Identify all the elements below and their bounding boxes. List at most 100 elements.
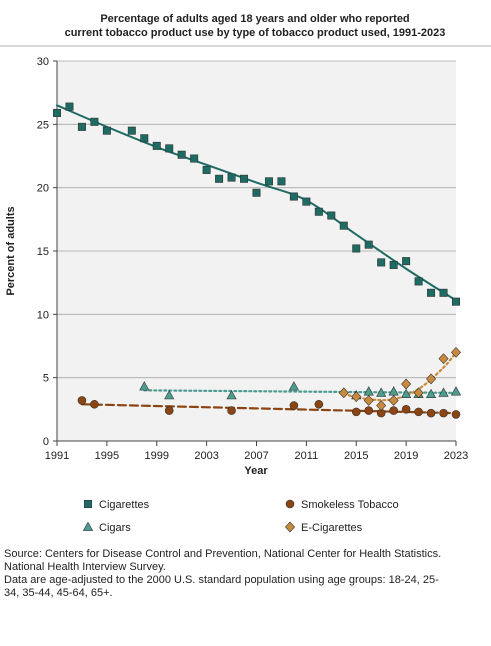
cigarettes-point-1994 (90, 117, 99, 126)
smokeless-tobacco-point-2016 (364, 406, 374, 415)
cigarettes-point-2012 (314, 207, 323, 216)
cigarettes-point-2018 (389, 260, 398, 269)
e-cigarettes-point-2019 (401, 378, 412, 390)
data-points (52, 102, 462, 419)
cigars-point-2022 (438, 387, 449, 397)
cigarettes-point-1998 (140, 134, 149, 143)
cigarettes-point-1997 (127, 126, 136, 135)
y-tick-label-20: 20 (37, 183, 49, 195)
y-tick-label-0: 0 (43, 436, 49, 448)
y-axis-title: Percent of adults (5, 206, 17, 295)
x-tick-label-2019: 2019 (394, 450, 418, 462)
cigarettes-point-2011 (302, 197, 311, 206)
cigarettes-point-2016 (364, 240, 373, 249)
x-tick-label-2007: 2007 (244, 450, 268, 462)
legend-marker-smokeless-tobacco (285, 499, 295, 509)
cigars-point-2010 (288, 381, 300, 391)
e-cigarettes-point-2021 (426, 373, 437, 385)
e-cigarettes-point-2022 (438, 353, 449, 365)
cigarettes-point-2013 (327, 211, 336, 220)
grid-lines (57, 60, 456, 379)
smokeless-tobacco-point-2010 (289, 401, 299, 410)
cigars-point-1998 (139, 381, 150, 391)
cigarettes-point-2001 (177, 150, 186, 159)
legend-marker-cigarettes (84, 499, 93, 508)
smokeless-tobacco-point-1994 (90, 399, 99, 409)
chart-title: Percentage of adults aged 18 years and o… (20, 12, 490, 40)
cigarettes-point-1992 (65, 102, 74, 111)
cigarettes-point-2004 (215, 174, 224, 183)
cigarettes-point-2021 (427, 288, 436, 297)
cigars-point-2019 (401, 388, 412, 399)
x-tick-label-1991: 1991 (45, 450, 69, 462)
legend: Cigarettes Smokeless Tobacco Cigars E-Cigar… (82, 499, 399, 534)
cigarettes-point-2009 (277, 177, 286, 186)
cigars-point-2005 (226, 389, 237, 400)
y-tick-label-25: 25 (37, 119, 49, 131)
e-cigarettes-point-2015 (351, 391, 362, 403)
e-cigarettes-point-2014 (338, 387, 349, 399)
source-note: Source: Centers for Disease Control and … (4, 548, 488, 600)
cigarettes-point-1999 (152, 141, 161, 150)
cigarettes-point-2006 (240, 174, 249, 183)
cigarettes-point-2005 (227, 173, 236, 182)
y-tick-label-10: 10 (37, 309, 49, 321)
x-tick-label-2003: 2003 (194, 450, 218, 462)
cigars-trend-line (143, 389, 458, 394)
cigarettes-point-2015 (352, 244, 361, 253)
y-tick-label-15: 15 (37, 246, 49, 258)
legend-marker-e-cigarettes (284, 521, 296, 533)
chart-title-line-2: current tobacco product use by type of t… (64, 27, 446, 39)
smokeless-tobacco-point-2012 (314, 399, 324, 409)
smokeless-tobacco-point-2023 (451, 410, 461, 419)
cigars-point-2023 (450, 386, 462, 396)
smokeless-tobacco-point-2005 (227, 406, 236, 415)
cigars-point-2000 (164, 389, 175, 400)
chart-title-line-1: Percentage of adults aged 18 years and o… (100, 13, 410, 25)
cigarettes-point-2000 (165, 144, 174, 153)
x-tick-label-2011: 2011 (295, 450, 319, 462)
x-tick-label-1999: 1999 (145, 450, 169, 462)
x-tick-label-2023: 2023 (444, 450, 468, 462)
cigarettes-point-2010 (289, 192, 298, 201)
legend-label-smokeless-tobacco: Smokeless Tobacco (301, 499, 399, 511)
x-tick-label-2015: 2015 (344, 450, 368, 462)
legend-label-cigarettes: Cigarettes (99, 499, 150, 511)
smokeless-tobacco-point-2015 (351, 407, 361, 417)
axes: 0 5 10 15 20 25 30 1991 1995 1999 2003 2007 2011 2015… (37, 56, 468, 462)
smokeless-tobacco-point-2020 (414, 407, 423, 417)
e-cigarettes-point-2023 (450, 346, 462, 358)
cigarettes-point-2008 (264, 177, 273, 186)
cigarettes-point-2014 (339, 221, 348, 230)
cigarettes-point-2022 (439, 288, 448, 297)
cigarettes-trend-line (56, 104, 457, 302)
e-cigarettes-point-2018 (388, 395, 399, 406)
source-note-line-2: National Health Interview Survey. (4, 561, 166, 573)
smokeless-tobacco-point-2019 (401, 405, 411, 414)
smokeless-tobacco-point-2018 (389, 406, 398, 415)
cigarettes-point-2020 (414, 277, 423, 286)
cigarettes-point-2017 (377, 258, 386, 267)
cigarettes-point-1995 (102, 126, 111, 135)
e-cigarettes-point-2016 (363, 395, 374, 406)
x-tick-label-1995: 1995 (95, 450, 119, 462)
smokeless-tobacco-point-2022 (439, 408, 448, 418)
source-note-line-4: 34, 35-44, 45-64, 65+. (4, 587, 113, 599)
cigars-point-2021 (425, 388, 437, 399)
cigars-point-2017 (376, 387, 387, 397)
smokeless-tobacco-point-2021 (426, 408, 436, 418)
cigarettes-point-2019 (402, 257, 411, 266)
cigarettes-point-1991 (52, 108, 61, 117)
legend-marker-cigars (82, 521, 94, 531)
smokeless-tobacco-point-2000 (164, 406, 174, 415)
cigarettes-point-1993 (77, 122, 86, 131)
y-tick-label-5: 5 (43, 373, 49, 385)
cigarettes-point-2007 (252, 188, 261, 197)
x-axis-title: Year (244, 465, 268, 477)
e-cigarettes-point-2017 (376, 400, 387, 411)
source-note-line-1: Source: Centers for Disease Control and … (4, 548, 442, 560)
smokeless-tobacco-point-1993 (77, 396, 87, 405)
e-cigarettes-point-2020 (413, 387, 424, 399)
cigarettes-point-2002 (190, 154, 199, 163)
